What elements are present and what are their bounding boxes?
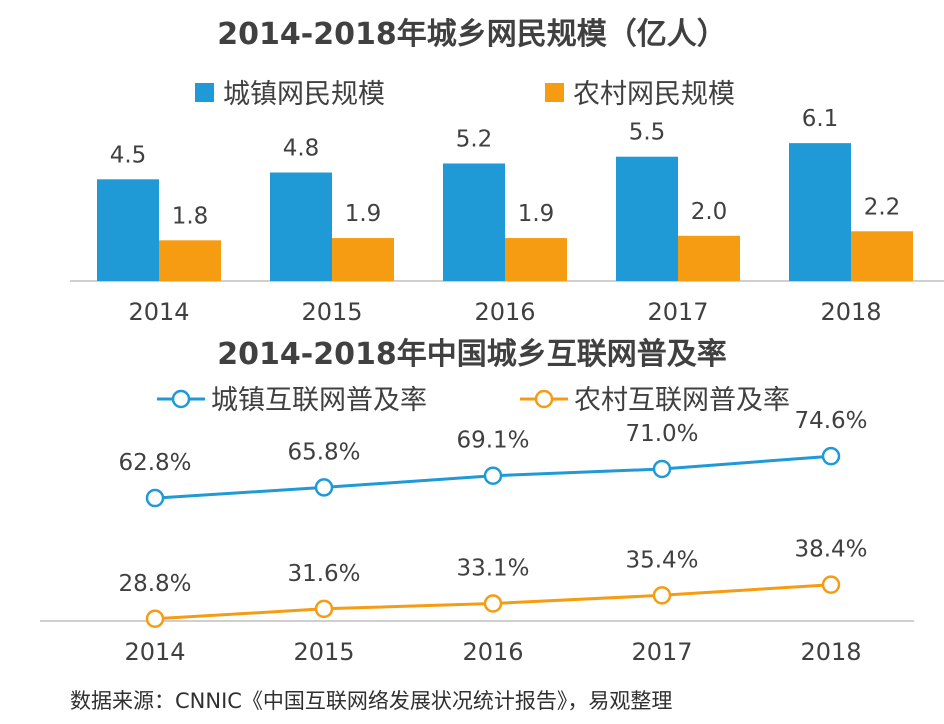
legend-label-urban-users: 城镇网民规模 bbox=[223, 79, 385, 110]
line-chart-legend: 城镇互联网普及率 农村互联网普及率 bbox=[157, 385, 790, 416]
bar-chart-title: 2014-2018年城乡网民规模（亿人） bbox=[217, 17, 726, 52]
bar-x-tick-2014: 2014 bbox=[128, 298, 189, 326]
point-label-rural-2015: 31.6% bbox=[287, 561, 360, 587]
bar-label-rural-2018: 2.2 bbox=[864, 194, 901, 220]
point-rural-2017 bbox=[652, 586, 672, 605]
bar-label-urban-2018: 6.1 bbox=[802, 106, 839, 132]
bar-x-tick-2016: 2016 bbox=[474, 298, 535, 326]
point-urban-2018 bbox=[821, 446, 841, 466]
point-rural-2016 bbox=[483, 594, 503, 613]
line-x-tick-2015: 2015 bbox=[293, 638, 354, 666]
line-x-tick-2014: 2014 bbox=[124, 638, 185, 666]
bar-rural-2015 bbox=[332, 238, 394, 281]
bar-urban-2017 bbox=[616, 156, 678, 281]
point-urban-2014 bbox=[145, 488, 165, 508]
line-plot-area: 62.8% 65.8% 69.1% 71.0% 74.6% 28.8% 31.6% 33.1%… bbox=[40, 408, 914, 666]
bar-plot-area: 4.5 1.8 2014 4.8 1.9 2015 5.2 1.9 2016 5.5 2.0 2017… bbox=[70, 106, 944, 326]
point-label-rural-2018: 38.4% bbox=[794, 537, 867, 563]
line-x-tick-2016: 2016 bbox=[462, 638, 523, 666]
bar-urban-2015 bbox=[270, 172, 332, 281]
source-note: 数据来源：CNNIC《中国互联网络发展状况统计报告》，易观整理 bbox=[70, 689, 672, 713]
line-chart-title: 2014-2018年中国城乡互联网普及率 bbox=[217, 337, 726, 372]
legend-label-rural-rate: 农村互联网普及率 bbox=[574, 385, 790, 416]
bar-rural-2018 bbox=[851, 231, 913, 281]
legend-marker-rural-rate bbox=[534, 389, 554, 409]
legend-swatch-rural-users bbox=[545, 83, 564, 102]
point-label-urban-2016: 69.1% bbox=[456, 428, 529, 454]
point-urban-2015 bbox=[314, 478, 334, 497]
point-label-rural-2014: 28.8% bbox=[118, 571, 191, 597]
point-label-urban-2018: 74.6% bbox=[794, 408, 867, 434]
point-label-urban-2017: 71.0% bbox=[625, 421, 698, 447]
bar-urban-2014 bbox=[97, 179, 159, 281]
bar-label-rural-2016: 1.9 bbox=[518, 201, 555, 227]
bar-rural-2017 bbox=[678, 235, 740, 281]
bar-label-urban-2017: 5.5 bbox=[629, 120, 666, 146]
point-label-rural-2016: 33.1% bbox=[456, 555, 529, 581]
point-urban-2017 bbox=[652, 459, 672, 479]
point-rural-2015 bbox=[314, 599, 334, 619]
line-x-tick-2018: 2018 bbox=[800, 638, 861, 666]
bar-chart-legend: 城镇网民规模 农村网民规模 bbox=[195, 79, 735, 110]
legend-swatch-urban-users bbox=[195, 83, 214, 102]
bar-label-urban-2015: 4.8 bbox=[283, 136, 320, 162]
bar-urban-2018 bbox=[789, 143, 851, 281]
line-x-tick-2017: 2017 bbox=[631, 638, 692, 666]
bar-label-urban-2014: 4.5 bbox=[110, 142, 147, 168]
bar-label-rural-2017: 2.0 bbox=[691, 199, 728, 225]
legend-label-rural-users: 农村网民规模 bbox=[573, 79, 735, 110]
bar-label-urban-2016: 5.2 bbox=[456, 126, 493, 152]
legend-label-urban-rate: 城镇互联网普及率 bbox=[211, 385, 427, 416]
point-label-rural-2017: 35.4% bbox=[625, 547, 698, 573]
point-urban-2016 bbox=[483, 466, 503, 485]
bar-rural-2014 bbox=[159, 240, 221, 281]
bar-label-rural-2014: 1.8 bbox=[172, 203, 209, 229]
bar-urban-2016 bbox=[443, 163, 505, 281]
point-rural-2018 bbox=[821, 575, 841, 594]
bar-rural-2016 bbox=[505, 238, 567, 281]
bar-x-tick-2018: 2018 bbox=[820, 298, 881, 326]
point-label-urban-2015: 65.8% bbox=[287, 439, 360, 465]
point-label-urban-2014: 62.8% bbox=[118, 450, 191, 476]
bar-x-tick-2015: 2015 bbox=[301, 298, 362, 326]
bar-x-tick-2017: 2017 bbox=[647, 298, 708, 326]
bar-label-rural-2015: 1.9 bbox=[345, 201, 382, 227]
legend-marker-urban-rate bbox=[171, 389, 191, 409]
point-rural-2014 bbox=[145, 609, 165, 629]
